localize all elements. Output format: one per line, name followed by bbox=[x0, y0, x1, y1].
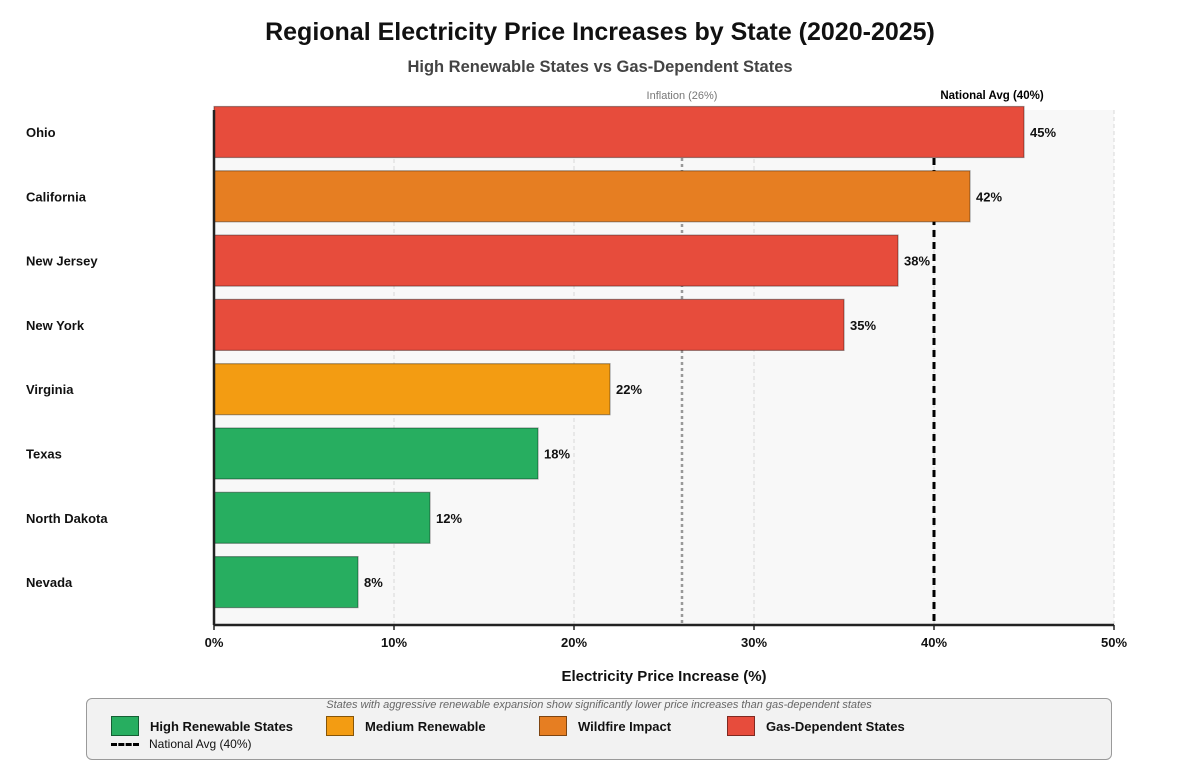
category-label-virginia: Virginia bbox=[26, 382, 74, 397]
value-label-nevada: 8% bbox=[364, 575, 383, 590]
x-tick-label: 20% bbox=[561, 635, 587, 650]
inflation-line-label: Inflation (26%) bbox=[647, 90, 718, 102]
chart-subtitle: High Renewable States vs Gas-Dependent S… bbox=[407, 58, 793, 76]
category-label-new-york: New York bbox=[26, 318, 85, 333]
legend-dash-national-avg bbox=[111, 742, 139, 746]
legend-label-medium-renewable: Medium Renewable bbox=[365, 718, 486, 734]
national-avg-line-label: National Avg (40%) bbox=[940, 90, 1043, 102]
chart-title: Regional Electricity Price Increases by … bbox=[265, 18, 935, 46]
legend-swatch-wildfire-impact bbox=[539, 716, 567, 736]
bar-texas bbox=[213, 427, 539, 480]
legend-item-wildfire-impact: Wildfire Impact bbox=[539, 715, 671, 737]
bar-california bbox=[213, 170, 971, 223]
bar-new-york bbox=[213, 298, 845, 351]
legend: States with aggressive renewable expansi… bbox=[86, 698, 1112, 760]
bar-north-dakota bbox=[213, 491, 431, 544]
legend-item-gas-dependent: Gas-Dependent States bbox=[727, 715, 905, 737]
legend-swatch-gas-dependent bbox=[727, 716, 755, 736]
legend-label-national-avg: National Avg (40%) bbox=[149, 737, 252, 751]
category-label-new-jersey: New Jersey bbox=[26, 254, 98, 269]
x-tick-label: 10% bbox=[381, 635, 407, 650]
value-label-virginia: 22% bbox=[616, 382, 642, 397]
x-tick-label: 40% bbox=[921, 635, 947, 650]
value-label-california: 42% bbox=[976, 189, 1002, 204]
x-axis-label: Electricity Price Increase (%) bbox=[561, 668, 766, 685]
bar-nevada bbox=[213, 555, 359, 609]
legend-note: States with aggressive renewable expansi… bbox=[326, 699, 872, 711]
value-label-new-york: 35% bbox=[850, 318, 876, 333]
legend-item-high-renewable: High Renewable States bbox=[111, 715, 293, 737]
x-tick-label: 50% bbox=[1101, 635, 1127, 650]
category-label-north-dakota: North Dakota bbox=[26, 511, 108, 526]
legend-label-high-renewable: High Renewable States bbox=[150, 718, 294, 734]
value-label-ohio: 45% bbox=[1030, 125, 1056, 140]
bar-ohio bbox=[213, 105, 1025, 159]
bar-chart: Inflation (26%) National Avg (40%) 45% Ohio… bbox=[26, 90, 1127, 685]
value-label-north-dakota: 12% bbox=[436, 511, 462, 526]
category-label-california: California bbox=[26, 189, 87, 204]
value-label-texas: 18% bbox=[544, 447, 570, 462]
value-label-new-jersey: 38% bbox=[904, 254, 930, 269]
legend-swatch-high-renewable bbox=[111, 716, 139, 736]
bar-virginia bbox=[213, 363, 611, 416]
bar-new-jersey bbox=[213, 234, 899, 287]
legend-label-wildfire-impact: Wildfire Impact bbox=[578, 718, 672, 734]
category-label-ohio: Ohio bbox=[26, 125, 56, 140]
category-label-texas: Texas bbox=[26, 447, 62, 462]
x-tick-label: 30% bbox=[741, 635, 767, 650]
category-label-nevada: Nevada bbox=[26, 575, 73, 590]
x-tick-label: 0% bbox=[205, 635, 224, 650]
legend-item-medium-renewable: Medium Renewable bbox=[326, 715, 486, 737]
legend-swatch-medium-renewable bbox=[326, 716, 354, 736]
legend-item-national-avg: National Avg (40%) bbox=[111, 737, 252, 751]
legend-label-gas-dependent: Gas-Dependent States bbox=[766, 718, 905, 734]
